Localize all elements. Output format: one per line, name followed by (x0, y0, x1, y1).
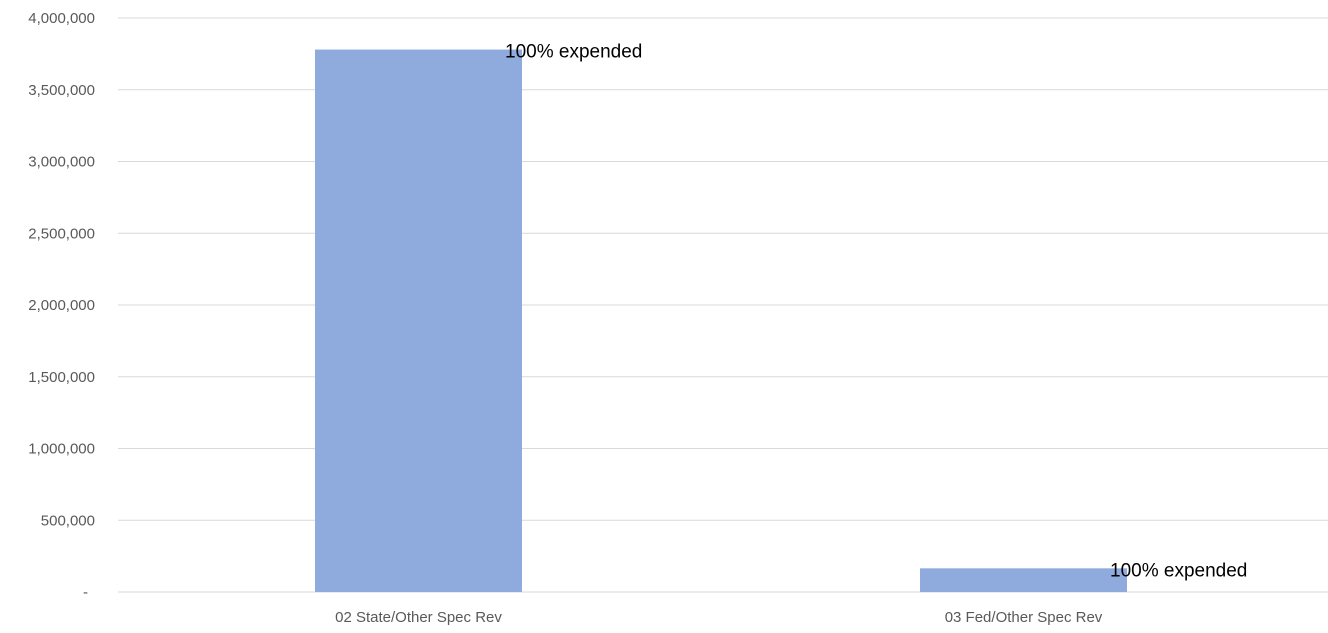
gridlines (118, 17, 1328, 593)
y-tick-label: 4,000,000 (28, 10, 95, 27)
x-category-label: 02 State/Other Spec Rev (335, 609, 502, 626)
y-tick-label: 3,500,000 (28, 82, 95, 99)
y-tick-label: 1,000,000 (28, 441, 95, 458)
bars (315, 49, 1127, 592)
x-category-label: 03 Fed/Other Spec Rev (945, 609, 1103, 626)
y-tick-label: 2,500,000 (28, 225, 95, 242)
data-label: 100% expended (505, 42, 642, 63)
x-axis-category-labels: 02 State/Other Spec Rev 03 Fed/Other Spec… (335, 609, 1103, 626)
y-tick-label: 2,000,000 (28, 297, 95, 314)
bar (920, 568, 1127, 592)
y-tick-label: - (83, 584, 88, 601)
data-labels: 100% expended 100% expended (505, 42, 1247, 582)
data-label: 100% expended (1110, 560, 1247, 581)
y-tick-label: 3,000,000 (28, 154, 95, 171)
y-axis-tick-labels: - 500,000 1,000,000 1,500,000 2,000,000 2,500… (28, 10, 95, 601)
y-tick-label: 1,500,000 (28, 369, 95, 386)
y-tick-label: 500,000 (41, 512, 95, 529)
bar (315, 49, 522, 592)
